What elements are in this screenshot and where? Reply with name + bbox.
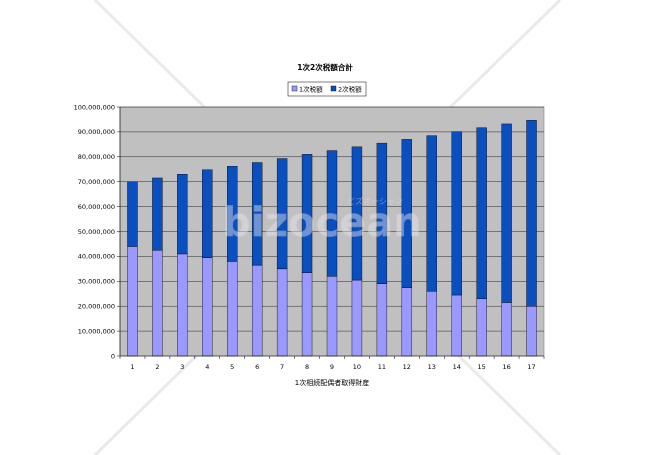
legend-box [287, 81, 367, 97]
x-tick-label: 3 [180, 363, 184, 371]
bar-series-2-4 [202, 169, 213, 258]
bar-series-2-5 [227, 166, 238, 262]
y-tick-label: 100,000,000 [74, 103, 115, 111]
bar-series-2-8 [301, 154, 313, 273]
x-tick-label: 16 [502, 363, 510, 371]
x-axis: 1 2 3 4 5 6 7 8 9 10 11 12 13 14 15 16 17 [119, 355, 545, 371]
bar-series-1-13 [426, 291, 437, 357]
y-tick-label: 10,000,000 [78, 327, 115, 335]
legend-swatch-series-1 [291, 85, 298, 92]
watermark-text: bizocean [222, 200, 421, 246]
bar-series-1-11 [376, 283, 388, 357]
bar-series-2-2 [152, 177, 163, 251]
chart-title: 1次2次税額合計 [297, 62, 353, 72]
bar-series-2-11 [376, 142, 388, 284]
bar-series-2-16 [501, 123, 512, 303]
y-tick-label: 40,000,000 [78, 253, 115, 261]
bar-series-2-12 [401, 139, 413, 288]
y-tick-label: 60,000,000 [78, 203, 115, 211]
bar-series-2-3 [177, 174, 188, 255]
x-tick-label: 12 [403, 363, 411, 371]
y-tick-label: 70,000,000 [78, 178, 115, 186]
bar-series-1-1 [127, 246, 138, 357]
x-tick-label: 4 [205, 363, 209, 371]
x-tick-label: 1 [130, 363, 134, 371]
y-tick-label: 50,000,000 [78, 228, 115, 236]
bar-series-1-12 [401, 287, 413, 357]
x-tick-label: 10 [353, 363, 361, 371]
x-tick-label: 2 [155, 363, 159, 371]
bar-series-1-2 [152, 249, 163, 357]
y-tick-label: 0 [111, 352, 115, 360]
y-tick-label: 90,000,000 [78, 128, 115, 136]
bar-series-1-14 [451, 294, 462, 357]
bar-series-1-8 [301, 272, 313, 357]
bar-series-1-5 [227, 261, 238, 357]
bar-series-2-7 [276, 158, 288, 270]
bar-series-2-13 [426, 135, 437, 292]
bar-series-2-6 [251, 162, 263, 266]
x-tick-label: 14 [453, 363, 461, 371]
x-tick-label: 11 [378, 363, 386, 371]
y-tick-label: 30,000,000 [78, 278, 115, 286]
y-axis: 0 10,000,000 20,000,000 30,000,000 40,000,00… [74, 103, 121, 360]
y-tick-label: 20,000,000 [78, 303, 115, 311]
bar-series-2-9 [326, 150, 338, 277]
legend: 1次税額 2次税額 [287, 81, 367, 97]
bar-series-1-6 [251, 264, 263, 357]
bar-series-1-15 [476, 298, 487, 357]
legend-label-series-2: 2次税額 [338, 85, 362, 94]
bar-series-2-1 [127, 181, 138, 247]
y-tick-label: 80,000,000 [78, 153, 115, 161]
bar-series-1-17 [526, 306, 537, 357]
x-tick-label: 8 [305, 363, 309, 371]
legend-swatch-series-2 [330, 85, 337, 92]
x-axis-label: 1次相続配偶者取得財産 [295, 378, 369, 387]
x-tick-label: 7 [280, 363, 284, 371]
bar-series-1-10 [351, 279, 363, 357]
bar-series-2-17 [526, 119, 537, 307]
bar-series-2-15 [476, 127, 487, 299]
bar-series-1-4 [202, 257, 213, 357]
bars [127, 119, 537, 357]
x-tick-label: 5 [230, 363, 234, 371]
bar-series-1-7 [276, 268, 288, 357]
watermark-subtext: ビズオーシャン [347, 196, 403, 206]
bar-series-2-10 [351, 146, 363, 281]
x-tick-label: 15 [478, 363, 486, 371]
bar-series-1-16 [501, 302, 512, 357]
watermark-logo: bizocean ビズオーシャン [222, 196, 422, 246]
x-tick-label: 9 [330, 363, 334, 371]
bar-series-1-3 [177, 253, 188, 357]
bar-series-2-14 [451, 131, 462, 296]
x-tick-label: 17 [527, 363, 535, 371]
x-tick-label: 6 [255, 363, 259, 371]
legend-label-series-1: 1次税額 [299, 85, 323, 94]
x-tick-label: 13 [428, 363, 436, 371]
bar-series-1-9 [326, 276, 338, 357]
